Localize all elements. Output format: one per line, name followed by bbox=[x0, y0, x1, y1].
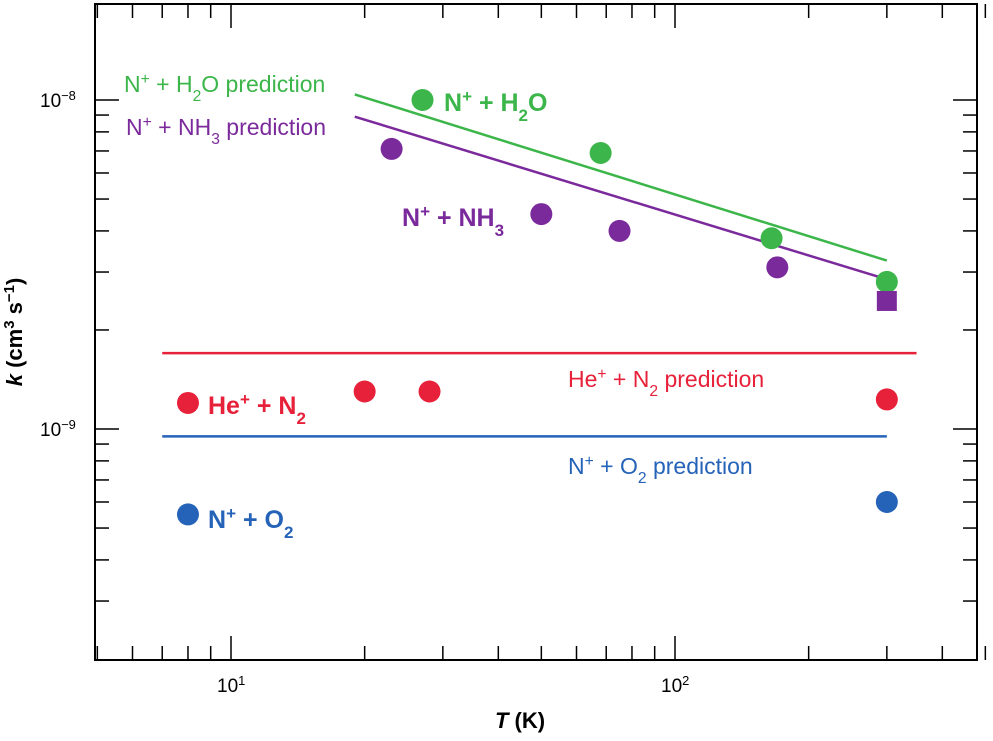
x-tick-label: 102 bbox=[661, 673, 689, 698]
data-point-3 bbox=[875, 490, 898, 513]
reaction-label-2: He+ + N2 bbox=[208, 390, 306, 428]
data-point-0 bbox=[411, 89, 434, 111]
reaction-label-3: N+ + O2 bbox=[208, 504, 293, 542]
plot-frame bbox=[94, 3, 978, 661]
y-tick-label: 10−8 bbox=[40, 88, 76, 113]
x-axis-title: T (K) bbox=[495, 708, 545, 733]
data-point-2 bbox=[418, 380, 441, 403]
data-point-2 bbox=[176, 391, 199, 414]
axis-ticks bbox=[95, 4, 987, 660]
data-point-1 bbox=[766, 256, 789, 279]
y-axis-title: k (cm3 s−1) bbox=[1, 278, 28, 387]
data-point-square-1 bbox=[876, 290, 897, 311]
prediction-line-0 bbox=[354, 93, 888, 262]
prediction-label-2: He+ + N2 prediction bbox=[568, 366, 764, 400]
y-tick-label: 10−9 bbox=[40, 417, 76, 442]
data-point-1 bbox=[608, 219, 631, 242]
data-point-2 bbox=[353, 380, 376, 403]
data-point-3 bbox=[176, 503, 199, 526]
x-tick-label: 101 bbox=[217, 673, 245, 698]
prediction-lines bbox=[162, 93, 917, 438]
prediction-label-1: N+ + NH3 prediction bbox=[126, 114, 326, 148]
data-point-0 bbox=[875, 270, 898, 293]
prediction-line-1 bbox=[354, 115, 888, 281]
data-point-0 bbox=[589, 142, 612, 165]
prediction-label-0: N+ + H2O prediction bbox=[124, 71, 325, 105]
data-point-1 bbox=[530, 203, 553, 226]
reaction-label-0: N+ + H2O bbox=[444, 87, 547, 125]
reaction-label-1: N+ + NH3 bbox=[402, 202, 504, 240]
prediction-label-3: N+ + O2 prediction bbox=[568, 453, 753, 487]
annotations: N+ + H2O prediction N+ + NH3 prediction He… bbox=[124, 71, 764, 542]
axis-text: 101 102 10−8 10−9 T (K) k (cm3 s−1) bbox=[1, 88, 690, 734]
data-points bbox=[176, 89, 898, 526]
data-point-1 bbox=[380, 137, 403, 160]
data-point-2 bbox=[875, 388, 898, 411]
data-point-0 bbox=[760, 227, 783, 250]
